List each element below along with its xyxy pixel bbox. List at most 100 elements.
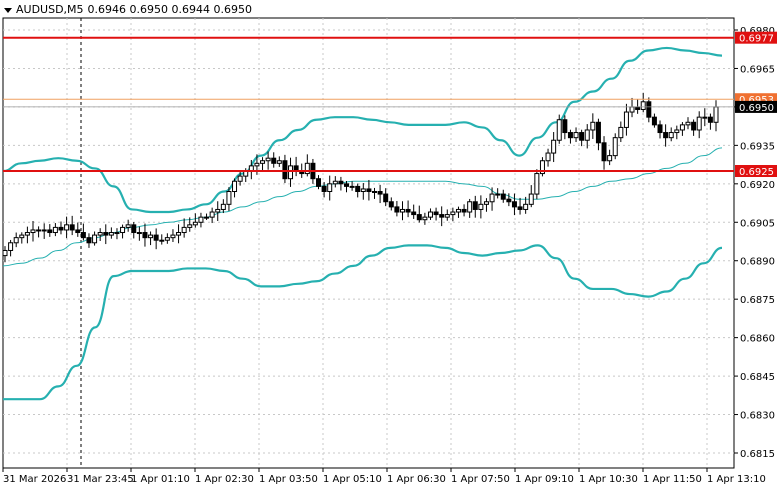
candle-body: [444, 214, 450, 218]
candle-body: [573, 132, 579, 139]
candle-body: [159, 239, 165, 242]
candle-body: [461, 208, 467, 213]
candle-body: [439, 214, 445, 218]
candle-body: [478, 203, 484, 210]
candle-body: [455, 208, 461, 213]
candle-body: [534, 173, 540, 195]
candle-body: [427, 211, 433, 218]
y-tick-label: 0.6875: [740, 295, 775, 306]
plot-frame: [2, 17, 735, 469]
candle-body: [377, 191, 383, 195]
chart-header: AUDUSD,M5 0.6946 0.6950 0.6944 0.6950: [4, 3, 252, 16]
candle-body: [416, 214, 422, 221]
candle-body: [523, 203, 529, 210]
candle-body: [702, 116, 708, 119]
candle-body: [388, 201, 394, 208]
candle-body: [226, 191, 232, 205]
candle-body: [288, 165, 294, 180]
y-tick-label: 0.6980: [740, 26, 775, 37]
candle-body: [371, 191, 377, 194]
x-tick-label: 1 Apr 10:30: [579, 474, 638, 485]
candle-body: [80, 232, 86, 239]
candle-body: [142, 232, 148, 239]
candle-body: [131, 224, 137, 234]
candle-body: [237, 175, 243, 182]
candle-body: [651, 116, 657, 126]
candle-body: [69, 224, 75, 231]
candle-body: [232, 180, 238, 193]
candle-body: [411, 211, 417, 216]
level-price-tag: [735, 165, 777, 177]
candle-body: [321, 185, 327, 193]
candle-body: [696, 116, 702, 131]
candle-body: [187, 224, 193, 228]
candle-body: [58, 226, 64, 231]
candle-body: [405, 208, 411, 213]
candle-body: [483, 201, 489, 205]
candle-body: [332, 180, 338, 185]
x-tick-label: 1 Apr 01:10: [131, 474, 190, 485]
ohlc-readout: 0.6946 0.6950 0.6944 0.6950: [87, 3, 252, 16]
candle-body: [691, 121, 697, 131]
candle-body: [181, 226, 187, 234]
candle-body: [495, 193, 501, 196]
candle-body: [433, 211, 439, 216]
candle-body: [125, 224, 131, 228]
candle-body: [629, 106, 635, 113]
candle-body: [86, 237, 92, 244]
candle-body: [338, 180, 344, 185]
candle-body: [103, 232, 109, 236]
candle-body: [148, 234, 154, 239]
candle-body: [75, 229, 81, 234]
candle-body: [383, 193, 389, 203]
y-tick-label: 0.6845: [740, 372, 775, 383]
candle-body: [276, 160, 282, 164]
candle-body: [713, 106, 719, 123]
x-tick-label: 1 Apr 06:30: [387, 474, 446, 485]
candle-body: [304, 162, 310, 175]
candle-body: [19, 234, 25, 239]
candle-body: [551, 139, 557, 154]
candle-body: [2, 249, 8, 257]
candle-body: [30, 229, 36, 234]
candle-body: [394, 206, 400, 213]
candle-body: [399, 208, 405, 213]
y-tick-label: 0.6920: [740, 180, 775, 191]
candle-body: [366, 188, 372, 193]
candle-body: [360, 188, 366, 193]
candle-body: [13, 237, 19, 244]
candle-body: [316, 178, 322, 187]
candle-body: [254, 162, 260, 167]
candle-body: [164, 237, 170, 241]
candle-body: [612, 137, 618, 157]
level-price-label: 0.6977: [739, 34, 774, 45]
candle-body: [679, 124, 685, 131]
candle-body: [467, 201, 473, 213]
candle-body: [579, 132, 585, 141]
candle-body: [198, 216, 204, 223]
candle-body: [97, 232, 103, 236]
candle-body: [422, 216, 428, 221]
candle-body: [344, 183, 350, 187]
candle-body: [349, 185, 355, 188]
candle-body: [539, 160, 545, 175]
candle-body: [355, 185, 361, 193]
symbol-label: AUDUSD,M5: [16, 3, 84, 16]
candle-body: [685, 121, 691, 126]
bollinger-upper-band: [2, 46, 723, 214]
x-tick-label: 31 Mar 2026: [3, 474, 66, 485]
x-tick-label: 1 Apr 13:10: [707, 474, 766, 485]
candle-body: [472, 201, 478, 210]
candle-body: [607, 155, 613, 162]
y-tick-label: 0.6905: [740, 218, 775, 229]
candle-body: [562, 119, 568, 134]
candle-body: [595, 121, 601, 144]
candle-body: [506, 198, 512, 203]
y-tick-label: 0.6935: [740, 141, 775, 152]
chevron-down-icon[interactable]: [4, 7, 12, 13]
y-tick-label: 0.6830: [740, 411, 775, 422]
candle-body: [528, 193, 534, 205]
candle-body: [601, 142, 607, 162]
bollinger-middle-band: [2, 147, 723, 267]
